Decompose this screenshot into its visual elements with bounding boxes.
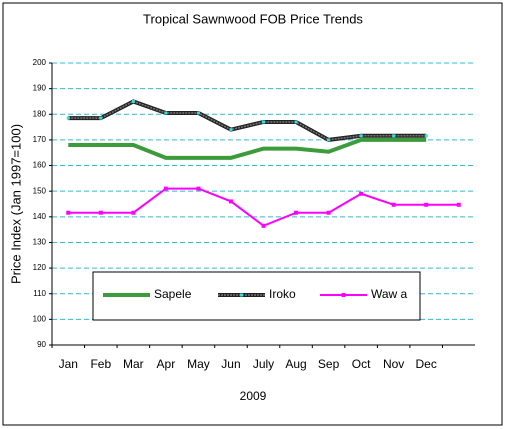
- data-point: [66, 116, 70, 120]
- data-point: [131, 99, 135, 103]
- data-point: [196, 111, 200, 115]
- y-tick-label: 160: [33, 161, 47, 170]
- data-point: [228, 199, 233, 204]
- legend-marker: [240, 293, 243, 297]
- y-axis-label: Price Index (Jan 1997=100): [8, 124, 23, 284]
- data-point: [392, 134, 396, 138]
- data-point: [424, 134, 428, 138]
- data-point: [196, 186, 201, 191]
- x-tick-label: Aug: [285, 357, 306, 371]
- legend-label: Sapele: [154, 287, 192, 301]
- y-tick-label: 190: [33, 84, 47, 93]
- y-tick-label: 100: [33, 314, 47, 323]
- data-point: [294, 210, 299, 215]
- data-point: [229, 128, 233, 132]
- y-tick-label: 110: [33, 289, 46, 298]
- data-point: [99, 116, 103, 120]
- data-point: [262, 120, 265, 124]
- x-tick-label: Dec: [416, 357, 437, 371]
- y-tick-label: 130: [33, 238, 47, 247]
- x-tick-label: July: [253, 357, 274, 371]
- data-point: [359, 191, 364, 196]
- data-point: [456, 202, 461, 207]
- x-tick-label: Nov: [383, 357, 404, 371]
- chart-title: Tropical Sawnwood FOB Price Trends: [143, 11, 363, 26]
- x-tick-label: Jun: [221, 357, 240, 371]
- legend-label: Iroko: [269, 287, 296, 301]
- legend-label: Waw a: [371, 287, 408, 301]
- x-tick-label: Jan: [59, 357, 78, 371]
- legend-marker: [341, 293, 346, 297]
- data-point: [327, 138, 331, 142]
- y-tick-label: 150: [33, 186, 47, 195]
- series-line: [68, 137, 427, 160]
- series-line-pattern: [68, 100, 427, 141]
- x-tick-label: Sep: [318, 357, 340, 371]
- data-point: [359, 134, 363, 138]
- data-point: [294, 120, 298, 124]
- data-point: [131, 210, 136, 215]
- y-tick-label: 170: [33, 135, 47, 144]
- data-point: [163, 186, 168, 191]
- data-point: [391, 202, 396, 207]
- data-point: [66, 210, 71, 215]
- x-tick-label: Apr: [157, 357, 176, 371]
- data-point: [98, 210, 103, 215]
- x-tick-label: Oct: [352, 357, 371, 371]
- x-tick-label: Mar: [123, 357, 144, 371]
- x-tick-label: May: [187, 357, 210, 371]
- y-tick-label: 140: [33, 212, 47, 221]
- y-tick-label: 200: [33, 58, 47, 67]
- y-tick-label: 180: [33, 109, 47, 118]
- x-tick-label: Feb: [90, 357, 111, 371]
- data-point: [424, 202, 429, 207]
- data-point: [164, 111, 168, 115]
- data-point: [326, 210, 331, 215]
- y-tick-label: 90: [37, 340, 46, 349]
- x-axis-label: 2009: [240, 389, 267, 403]
- y-tick-label: 120: [33, 263, 47, 272]
- data-point: [261, 223, 266, 228]
